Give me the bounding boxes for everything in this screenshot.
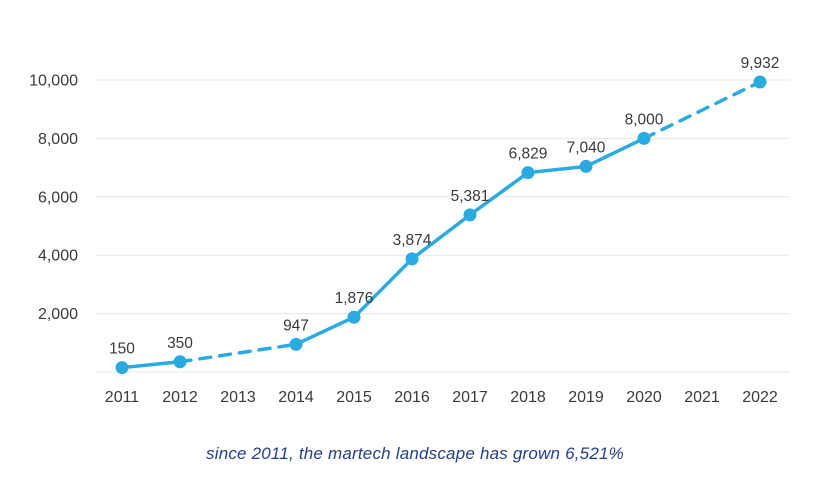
data-point-2020 xyxy=(637,131,651,145)
martech-growth-chart: 2,000 4,000 6,000 8,000 10,000 2011 2012 2013 20… xyxy=(29,55,790,406)
data-label-2012: 350 xyxy=(167,335,193,352)
data-label-2020: 8,000 xyxy=(625,111,664,128)
y-axis-tick-label: 4,000 xyxy=(38,248,78,265)
x-axis-tick-label-2016: 2016 xyxy=(394,389,430,406)
data-label-2018: 6,829 xyxy=(509,146,548,163)
data-point-2018 xyxy=(521,166,535,180)
y-axis-tick-label: 10,000 xyxy=(29,73,78,90)
data-point-2017 xyxy=(463,208,477,222)
x-axis-tick-label-2014: 2014 xyxy=(278,389,314,406)
x-axis-tick-label-2019: 2019 xyxy=(568,389,604,406)
line-segment-dashed xyxy=(642,80,762,141)
data-point-2016 xyxy=(405,252,419,266)
line-segment-solid xyxy=(410,213,472,261)
data-label-2017: 5,381 xyxy=(451,188,490,205)
x-axis-tick-label-2021: 2021 xyxy=(684,389,720,406)
line-segment-solid xyxy=(584,136,646,169)
line-segment-solid xyxy=(120,360,182,370)
data-point-2019 xyxy=(579,159,593,173)
x-axis-tick-label-2013: 2013 xyxy=(220,389,256,406)
y-axis-tick-label: 2,000 xyxy=(38,306,78,323)
data-label-2014: 947 xyxy=(283,317,309,334)
y-axis-tick-label: 6,000 xyxy=(38,189,78,206)
data-point-2022 xyxy=(753,75,767,89)
data-point-2011 xyxy=(115,361,129,375)
data-label-2016: 3,874 xyxy=(393,232,432,249)
chart-caption: since 2011, the martech landscape has gr… xyxy=(206,444,624,463)
line-segment-solid xyxy=(526,164,588,175)
data-point-2012 xyxy=(173,355,187,369)
data-point-2014 xyxy=(289,337,303,351)
data-label-2011: 150 xyxy=(109,341,135,358)
x-axis-tick-label-2022: 2022 xyxy=(742,389,778,406)
x-axis-tick-label-2015: 2015 xyxy=(336,389,372,406)
y-axis-tick-label: 8,000 xyxy=(38,131,78,148)
line-segment-solid xyxy=(352,257,414,319)
line-segment-solid xyxy=(468,170,530,217)
data-label-2015: 1,876 xyxy=(335,290,374,307)
x-axis-tick-label-2018: 2018 xyxy=(510,389,546,406)
x-axis-tick-label-2012: 2012 xyxy=(162,389,198,406)
x-axis-tick-label-2020: 2020 xyxy=(626,389,662,406)
data-point-2015 xyxy=(347,310,361,324)
data-label-2022: 9,932 xyxy=(741,55,780,72)
line-segment-solid xyxy=(294,315,356,347)
data-label-2019: 7,040 xyxy=(567,139,606,156)
line-chart-canvas: 2,000 4,000 6,000 8,000 10,000 2011 2012 2013 20… xyxy=(29,55,790,406)
x-axis-tick-label-2011: 2011 xyxy=(105,389,140,406)
line-segment-dashed xyxy=(178,342,298,364)
x-axis-tick-label-2017: 2017 xyxy=(452,389,488,406)
